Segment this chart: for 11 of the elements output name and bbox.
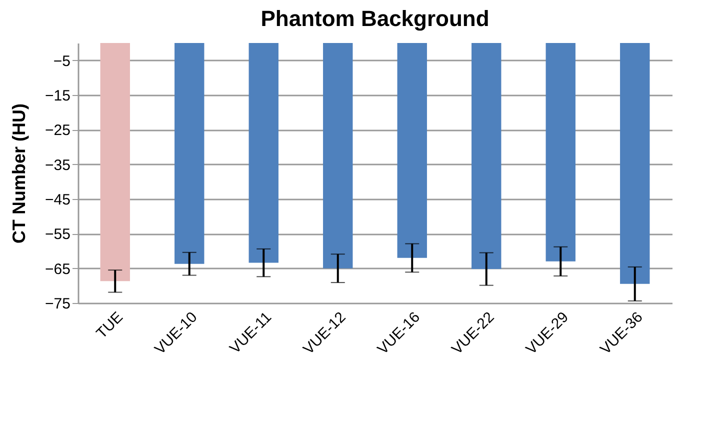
y-tick-label: −45 xyxy=(45,192,70,208)
y-tick-label: −55 xyxy=(45,226,70,244)
y-tick-label: −15 xyxy=(45,88,70,104)
y-tick-label: −25 xyxy=(45,122,70,140)
x-tick-label: TUE xyxy=(93,308,126,342)
y-tick-label: −5 xyxy=(53,52,70,70)
y-tick-label: −75 xyxy=(45,296,70,312)
chart-title: Phantom Background xyxy=(260,6,490,31)
y-tick-label: −35 xyxy=(45,156,70,174)
y-tick-label: −65 xyxy=(45,260,70,278)
y-axis-title: CT Number (HU) xyxy=(9,104,30,244)
